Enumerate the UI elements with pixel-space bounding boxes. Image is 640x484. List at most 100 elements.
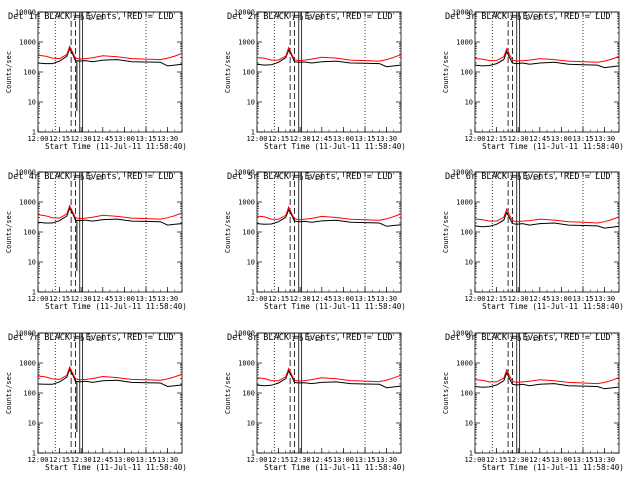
panel-title: Det 3r BLACK = Events, RED = LLD	[445, 12, 611, 22]
y-tick-label: 10000	[234, 330, 255, 338]
y-tick-label: 1	[469, 450, 473, 458]
y-tick-label: 100	[23, 229, 36, 237]
x-tick-label: 13:30	[157, 135, 178, 143]
x-tick-label: 12:30	[508, 456, 529, 464]
x-tick-label: 13:30	[376, 295, 397, 303]
y-tick-label: 10000	[452, 169, 473, 177]
y-tick-label: 1	[469, 289, 473, 297]
x-tick-label: 13:00	[551, 456, 572, 464]
x-tick-label: 12:45	[311, 456, 332, 464]
y-tick-label: 10	[28, 99, 36, 107]
y-tick-label: 100	[460, 390, 473, 398]
panel-5: Det 5r BLACK = Events, RED = LLD 1 10 100 10…	[224, 169, 406, 312]
y-axis-label: Counts/sec	[442, 51, 450, 93]
x-tick-label: 13:00	[551, 135, 572, 143]
plot-frame	[474, 171, 620, 293]
series-lld	[474, 207, 620, 224]
x-axis-label: Start Time (11-Jul-11 11:58:40)	[264, 463, 406, 472]
plot-frame	[256, 332, 402, 454]
x-tick-label: 12:00	[246, 456, 267, 464]
y-axis-label: Counts/sec	[224, 51, 232, 93]
x-axis-label: Start Time (11-Jul-11 11:58:40)	[482, 463, 624, 472]
y-tick-label: 10000	[15, 330, 36, 338]
x-tick-label: 12:00	[27, 295, 48, 303]
y-tick-label: 10000	[15, 9, 36, 17]
y-tick-label: 1	[32, 129, 36, 137]
x-tick-label: 12:15	[486, 456, 507, 464]
x-tick-label: 13:00	[551, 295, 572, 303]
x-tick-label: 12:45	[529, 456, 550, 464]
series-events	[474, 50, 620, 69]
plot-frame	[37, 332, 183, 454]
marker-letters: I D S LS	[73, 335, 104, 343]
x-tick-label: 12:00	[464, 135, 485, 143]
plot-frame	[37, 171, 183, 293]
x-axis-label: Start Time (11-Jul-11 11:58:40)	[45, 142, 187, 151]
x-tick-label: 12:00	[246, 135, 267, 143]
y-tick-label: 1	[469, 129, 473, 137]
plot-frame	[37, 11, 183, 133]
x-tick-label: 13:00	[114, 295, 135, 303]
y-axis-label: Counts/sec	[442, 372, 450, 414]
y-tick-label: 100	[23, 69, 36, 77]
x-tick-label: 12:15	[486, 295, 507, 303]
y-tick-label: 10000	[452, 9, 473, 17]
series-lld	[37, 44, 183, 61]
x-tick-label: 13:00	[114, 456, 135, 464]
x-axis-label: Start Time (11-Jul-11 11:58:40)	[482, 142, 624, 151]
series-events	[474, 371, 620, 390]
panel-title: Det 2r BLACK = Events, RED = LLD	[227, 12, 393, 22]
series-events	[37, 368, 183, 388]
series-events	[474, 211, 620, 229]
x-tick-label: 12:30	[508, 295, 529, 303]
x-tick-label: 12:30	[71, 456, 92, 464]
plot-frame	[256, 11, 402, 133]
x-tick-label: 12:45	[311, 135, 332, 143]
x-tick-label: 13:30	[594, 456, 615, 464]
x-tick-label: 12:00	[464, 456, 485, 464]
panel-title: Det 9r BLACK = Events, RED = LLD	[445, 333, 611, 343]
series-lld	[37, 204, 183, 220]
y-tick-label: 1000	[238, 39, 255, 47]
x-tick-label: 13:15	[135, 456, 156, 464]
x-tick-label: 12:00	[464, 295, 485, 303]
panel-8: Det 8r BLACK = Events, RED = LLD 1 10 100 10…	[224, 330, 406, 473]
y-tick-label: 100	[242, 390, 255, 398]
y-axis-label: Counts/sec	[224, 211, 232, 253]
x-tick-label: 13:00	[333, 295, 354, 303]
y-tick-label: 1000	[238, 199, 255, 207]
x-tick-label: 13:30	[594, 135, 615, 143]
y-tick-label: 1	[32, 450, 36, 458]
marker-letters: I D S LS	[292, 14, 323, 22]
series-events	[256, 369, 402, 389]
marker-letters: I D S LS	[292, 335, 323, 343]
marker-letters: I D S LS	[73, 174, 104, 182]
x-tick-label: 12:00	[27, 456, 48, 464]
marker-letters: I D S LS	[510, 335, 541, 343]
x-tick-label: 13:15	[354, 135, 375, 143]
x-tick-label: 12:45	[311, 295, 332, 303]
y-tick-label: 100	[460, 69, 473, 77]
marker-letters: I D S LS	[510, 14, 541, 22]
x-tick-label: 13:15	[572, 135, 593, 143]
series-lld	[256, 367, 402, 383]
y-tick-label: 100	[242, 69, 255, 77]
plot-frame	[256, 171, 402, 293]
y-axis-label: Counts/sec	[5, 211, 13, 253]
panel-7: Det 7r BLACK = Events, RED = LLD 1 10 100 10…	[5, 330, 187, 473]
x-tick-label: 13:15	[354, 295, 375, 303]
x-tick-label: 12:45	[529, 295, 550, 303]
x-tick-label: 12:30	[71, 135, 92, 143]
y-tick-label: 10	[247, 99, 255, 107]
x-tick-label: 12:30	[71, 295, 92, 303]
panel-title: Det 8r BLACK = Events, RED = LLD	[227, 333, 393, 343]
y-axis-label: Counts/sec	[224, 372, 232, 414]
y-tick-label: 1000	[19, 360, 36, 368]
series-lld	[37, 365, 183, 381]
y-tick-label: 1000	[238, 360, 255, 368]
y-tick-label: 1	[251, 129, 255, 137]
y-tick-label: 10	[247, 259, 255, 267]
panel-1: Det 1r BLACK = Events, RED = LLD 1 10 100 10…	[5, 9, 187, 152]
